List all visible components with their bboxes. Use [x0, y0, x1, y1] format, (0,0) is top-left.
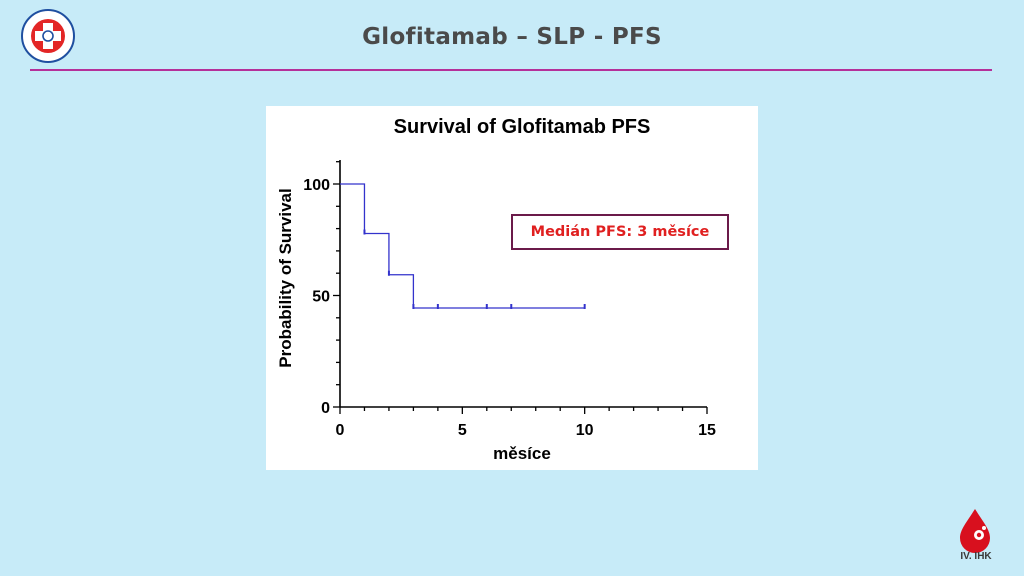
hospital-logo — [21, 9, 75, 63]
x-axis-label: měsíce — [493, 444, 551, 463]
median-pfs-annotation: Medián PFS: 3 měsíce — [511, 214, 729, 250]
y-tick-label: 0 — [321, 400, 330, 417]
y-tick-label: 100 — [303, 177, 330, 194]
x-tick-label: 10 — [576, 422, 594, 439]
survival-chart: Survival of Glofitamab PFS měsíce Probab… — [276, 116, 716, 463]
y-tick-label: 50 — [312, 289, 330, 306]
chart-panel: Survival of Glofitamab PFS měsíce Probab… — [266, 106, 758, 470]
ihk-label: IV. IHK — [960, 551, 992, 562]
slide-title: Glofitamab – SLP - PFS — [362, 24, 662, 50]
x-tick-label: 5 — [458, 422, 467, 439]
x-tick-label: 0 — [336, 422, 345, 439]
survival-step-line — [340, 183, 585, 309]
y-axis-label: Probability of Survival — [276, 188, 295, 368]
x-tick-label: 15 — [698, 422, 716, 439]
chart-title: Survival of Glofitamab PFS — [394, 116, 651, 138]
title-divider — [30, 69, 992, 71]
ihk-drop-logo — [960, 509, 990, 553]
